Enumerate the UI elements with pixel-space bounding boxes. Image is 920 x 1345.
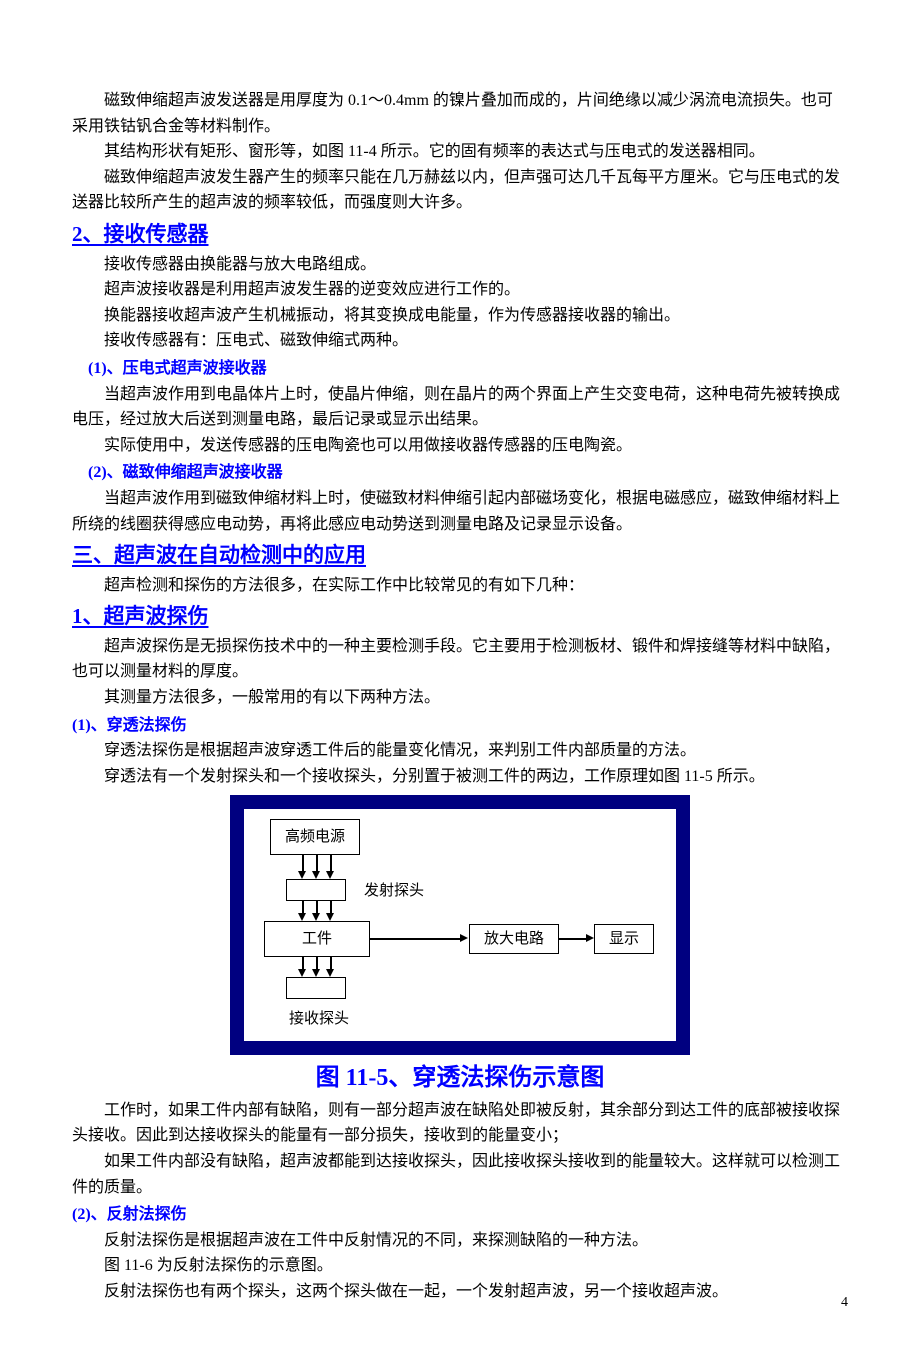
diagram-vline-0 [302,855,304,871]
diagram-arrowhead-down-6 [298,969,306,977]
diagram-hline-1 [559,938,586,940]
diagram-arrowhead-down-3 [298,913,306,921]
diagram-vline-3 [302,901,304,913]
diagram-vline-5 [330,901,332,913]
paragraph: 当超声波作用到磁致伸缩材料上时，使磁致材料伸缩引起内部磁场变化，根据电磁感应，磁… [72,486,848,537]
diagram-hline-0 [370,938,460,940]
diagram-arrowhead-down-8 [326,969,334,977]
diagram-arrowhead-right-1 [586,934,594,942]
paragraph: 超声波接收器是利用超声波发生器的逆变效应进行工作的。 [72,277,848,303]
diagram-node-emitter [286,879,346,901]
paragraph: 穿透法有一个发射探头和一个接收探头，分别置于被测工件的两边，工作原理如图 11-… [72,764,848,790]
diagram-arrowhead-down-0 [298,871,306,879]
diagram-arrowhead-down-2 [326,871,334,879]
paragraph: 图 11-6 为反射法探伤的示意图。 [72,1253,848,1279]
page-number: 4 [841,1292,848,1314]
paragraph: 磁致伸缩超声波发送器是用厚度为 0.1～0.4mm 的镍片叠加而成的，片间绝缘以… [72,88,848,139]
diagram-node-power: 高频电源 [270,819,360,855]
paragraph: 反射法探伤是根据超声波在工件中反射情况的不同，来探测缺陷的一种方法。 [72,1228,848,1254]
diagram-arrowhead-down-7 [312,969,320,977]
paragraph: 其测量方法很多，一般常用的有以下两种方法。 [72,685,848,711]
subheading-penetration-method: (1)、穿透法探伤 [72,713,848,739]
heading-receiver-sensor: 2、接收传感器 [72,218,848,252]
diagram-arrowhead-down-1 [312,871,320,879]
diagram-label-0: 发射探头 [364,879,424,903]
paragraph: 穿透法探伤是根据超声波穿透工件后的能量变化情况，来判别工件内部质量的方法。 [72,738,848,764]
paragraph: 磁致伸缩超声波发生器产生的频率只能在几万赫兹以内，但声强可达几千瓦每平方厘米。它… [72,165,848,216]
paragraph: 超声检测和探伤的方法很多，在实际工作中比较常见的有如下几种： [72,573,848,599]
diagram-arrowhead-down-5 [326,913,334,921]
paragraph: 实际使用中，发送传感器的压电陶瓷也可以用做接收器传感器的压电陶瓷。 [72,433,848,459]
subheading-reflection-method: (2)、反射法探伤 [72,1202,848,1228]
subheading-piezo-receiver: (1)、压电式超声波接收器 [88,356,848,382]
diagram-vline-4 [316,901,318,913]
paragraph: 其结构形状有矩形、窗形等，如图 11-4 所示。它的固有频率的表达式与压电式的发… [72,139,848,165]
paragraph: 如果工件内部没有缺陷，超声波都能到达接收探头，因此接收探头接收到的能量较大。这样… [72,1149,848,1200]
subheading-magneto-receiver: (2)、磁致伸缩超声波接收器 [88,460,848,486]
paragraph: 换能器接收超声波产生机械振动，将其变换成电能量，作为传感器接收器的输出。 [72,303,848,329]
diagram-arrowhead-down-4 [312,913,320,921]
diagram-vline-2 [330,855,332,871]
diagram-node-work: 工件 [264,921,370,957]
diagram-vline-8 [330,957,332,969]
heading-ultrasound-application: 三、超声波在自动检测中的应用 [72,539,848,573]
heading-ultrasound-flaw-detection: 1、超声波探伤 [72,600,848,634]
diagram-canvas: 高频电源工件 放大电路 显示 发射探头接收探头 [244,809,676,1041]
diagram-node-disp: 显示 [594,924,654,954]
diagram-node-recv [286,977,346,999]
diagram-node-amp: 放大电路 [469,924,559,954]
paragraph: 反射法探伤也有两个探头，这两个探头做在一起，一个发射超声波，另一个接收超声波。 [72,1279,848,1305]
paragraph: 接收传感器有：压电式、磁致伸缩式两种。 [72,328,848,354]
diagram-vline-7 [316,957,318,969]
figure-11-5-diagram: 高频电源工件 放大电路 显示 发射探头接收探头 [72,795,848,1055]
paragraph: 当超声波作用到电晶体片上时，使晶片伸缩，则在晶片的两个界面上产生交变电荷，这种电… [72,382,848,433]
paragraph: 超声波探伤是无损探伤技术中的一种主要检测手段。它主要用于检测板材、锻件和焊接缝等… [72,634,848,685]
paragraph: 工作时，如果工件内部有缺陷，则有一部分超声波在缺陷处即被反射，其余部分到达工件的… [72,1098,848,1149]
figure-caption: 图 11-5、穿透法探伤示意图 [72,1059,848,1097]
diagram-label-1: 接收探头 [289,1007,349,1031]
paragraph: 接收传感器由换能器与放大电路组成。 [72,252,848,278]
diagram-outer: 高频电源工件 放大电路 显示 发射探头接收探头 [230,795,690,1055]
diagram-arrowhead-right-0 [460,934,468,942]
diagram-vline-1 [316,855,318,871]
diagram-vline-6 [302,957,304,969]
